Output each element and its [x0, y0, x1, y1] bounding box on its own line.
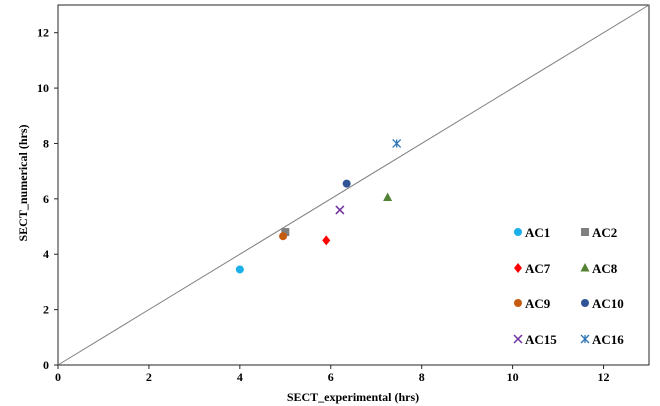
legend-marker: [514, 299, 522, 307]
y-tick-label: 10: [37, 81, 49, 95]
legend-item-ac10: AC10: [581, 296, 624, 311]
axes: [54, 32, 605, 369]
data-point-ac10: [342, 179, 351, 188]
tick-labels: 0 2 4 6 8 10 12 0 2 4 6 8 10 12: [37, 26, 610, 384]
legend-marker: [514, 263, 522, 273]
legend-label: AC15: [525, 332, 557, 347]
legend-item-ac2: AC2: [581, 225, 617, 240]
data-point-ac16: [392, 139, 402, 148]
data-point-ac15: [335, 205, 345, 215]
x-tick-label: 0: [55, 370, 61, 384]
data-point-ac1: [235, 265, 244, 274]
y-tick-label: 4: [43, 247, 49, 261]
y-axis-title: SECT_numerical (hrs): [16, 124, 30, 241]
legend-label: AC10: [592, 296, 624, 311]
data-point-ac7: [322, 235, 331, 246]
y-tick-label: 8: [43, 136, 49, 150]
identity-line: [57, 4, 650, 366]
data-points: [235, 139, 402, 274]
legend-item-ac15: AC15: [513, 332, 557, 347]
legend-label: AC7: [525, 261, 551, 276]
x-tick-label: 2: [146, 370, 152, 384]
y-tick-label: 12: [37, 26, 49, 40]
x-tick-label: 8: [419, 370, 425, 384]
x-tick-label: 4: [237, 370, 243, 384]
legend-item-ac1: AC1: [514, 225, 550, 240]
x-tick-label: 10: [507, 370, 519, 384]
x-tick-label: 12: [598, 370, 610, 384]
plot-area: [57, 4, 650, 366]
legend-marker: [580, 263, 590, 272]
x-tick-label: 6: [328, 370, 334, 384]
legend-item-ac7: AC7: [514, 261, 551, 276]
legend-marker: [581, 299, 589, 307]
legend-marker: [581, 228, 589, 236]
legend-marker: [514, 228, 522, 236]
legend-label: AC8: [592, 261, 618, 276]
legend-marker: [513, 334, 523, 344]
legend-label: AC9: [525, 296, 551, 311]
data-point-ac2: [281, 228, 290, 237]
legend-item-ac9: AC9: [514, 296, 551, 311]
legend-label: AC1: [525, 225, 550, 240]
legend-label: AC2: [592, 225, 617, 240]
y-tick-label: 2: [43, 303, 49, 317]
data-point-ac8: [383, 192, 393, 201]
y-tick-label: 0: [43, 358, 49, 372]
data-point-ac9: [279, 232, 288, 241]
legend-item-ac16: AC16: [580, 332, 624, 347]
legend-item-ac8: AC8: [580, 261, 618, 276]
plot-border: [57, 4, 650, 366]
legend-marker: [580, 334, 590, 344]
legend: AC1 AC2 AC7 AC8 AC9 AC10 AC15 AC16: [513, 225, 624, 347]
y-tick-label: 6: [43, 192, 49, 206]
legend-label: AC16: [592, 332, 624, 347]
x-axis-title: SECT_experimental (hrs): [287, 390, 419, 404]
